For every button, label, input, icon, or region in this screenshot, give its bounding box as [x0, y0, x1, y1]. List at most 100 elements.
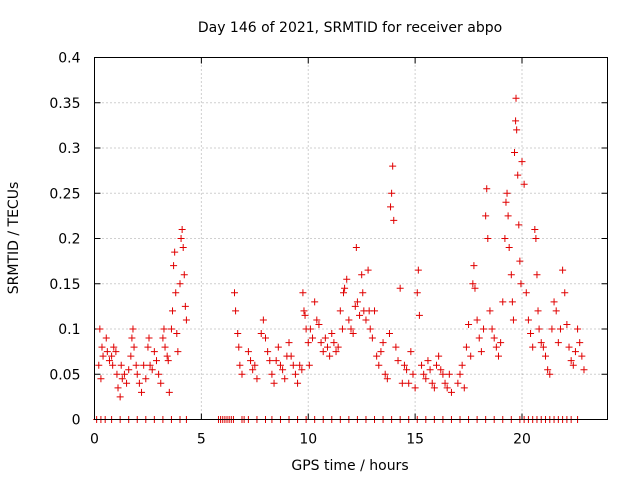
data-point	[112, 348, 120, 356]
data-point	[477, 348, 485, 356]
data-point	[383, 375, 391, 383]
data-point	[281, 375, 289, 383]
data-point	[567, 357, 575, 365]
data-point	[385, 330, 393, 338]
data-point	[407, 348, 415, 356]
data-point	[96, 325, 104, 333]
data-point	[264, 348, 272, 356]
data-point	[176, 280, 184, 288]
data-point	[234, 330, 242, 338]
data-point	[289, 361, 297, 369]
data-point	[580, 366, 588, 374]
y-tick-label: 0.4	[58, 51, 80, 67]
data-point	[163, 352, 171, 360]
data-point	[534, 307, 542, 315]
data-point	[123, 379, 131, 387]
data-point	[366, 325, 374, 333]
data-point	[426, 366, 434, 374]
data-point	[415, 311, 423, 319]
data-point	[341, 284, 349, 292]
data-point	[465, 320, 473, 328]
data-point	[340, 289, 348, 297]
data-point	[294, 379, 302, 387]
data-point	[180, 271, 188, 279]
data-point	[298, 366, 306, 374]
data-point	[268, 370, 276, 378]
data-point	[517, 280, 525, 288]
y-tick-label: 0.25	[49, 186, 80, 202]
data-point	[231, 289, 239, 297]
data-point	[306, 325, 314, 333]
y-tick-label: 0	[72, 413, 81, 429]
data-point	[304, 339, 312, 347]
data-point	[117, 361, 125, 369]
data-point	[287, 352, 295, 360]
data-point	[364, 266, 372, 274]
data-point	[161, 343, 169, 351]
data-point	[173, 330, 181, 338]
data-point	[140, 361, 148, 369]
y-tick-label: 0.05	[49, 367, 80, 383]
data-point	[317, 339, 325, 347]
data-point	[413, 289, 421, 297]
data-point	[238, 370, 246, 378]
data-point	[544, 366, 552, 374]
data-point	[334, 343, 342, 351]
data-point	[323, 343, 331, 351]
data-point	[490, 334, 498, 342]
data-point	[236, 361, 244, 369]
data-point	[515, 221, 523, 229]
grid	[94, 57, 608, 420]
data-point	[247, 357, 255, 365]
data-point	[533, 271, 541, 279]
data-point	[574, 325, 582, 333]
data-point	[257, 330, 265, 338]
data-points	[93, 94, 588, 423]
data-point	[182, 316, 190, 324]
data-point	[443, 384, 451, 392]
data-point	[114, 384, 122, 392]
data-point	[535, 325, 543, 333]
data-point	[358, 271, 366, 279]
data-point	[483, 185, 491, 193]
data-point	[152, 357, 160, 365]
data-point	[352, 244, 360, 252]
data-point	[512, 94, 520, 102]
data-point	[445, 370, 453, 378]
data-point	[169, 307, 177, 315]
data-point	[253, 375, 261, 383]
data-point	[345, 316, 353, 324]
data-point	[513, 126, 521, 134]
data-point	[371, 307, 379, 315]
data-point	[511, 149, 519, 157]
data-point	[398, 379, 406, 387]
data-point	[127, 352, 135, 360]
data-point	[338, 325, 346, 333]
data-point	[392, 343, 400, 351]
data-point	[503, 189, 511, 197]
data-point	[172, 289, 180, 297]
data-point	[381, 370, 389, 378]
data-point	[309, 334, 317, 342]
data-point	[516, 257, 524, 265]
data-point	[359, 289, 367, 297]
data-point	[377, 348, 385, 356]
x-tick-label: 20	[513, 432, 531, 448]
data-point	[546, 370, 554, 378]
data-point	[274, 343, 282, 351]
data-point	[502, 198, 510, 206]
data-point	[518, 158, 526, 166]
data-point	[109, 361, 117, 369]
data-point	[145, 334, 153, 342]
data-point	[501, 235, 509, 242]
data-point	[266, 357, 274, 365]
data-point	[470, 262, 478, 270]
data-point	[508, 298, 516, 306]
y-tick-label: 0.1	[58, 322, 80, 338]
data-point	[437, 366, 445, 374]
data-point	[524, 316, 532, 324]
data-point	[492, 343, 500, 351]
data-point	[177, 235, 185, 242]
data-point	[522, 289, 530, 297]
